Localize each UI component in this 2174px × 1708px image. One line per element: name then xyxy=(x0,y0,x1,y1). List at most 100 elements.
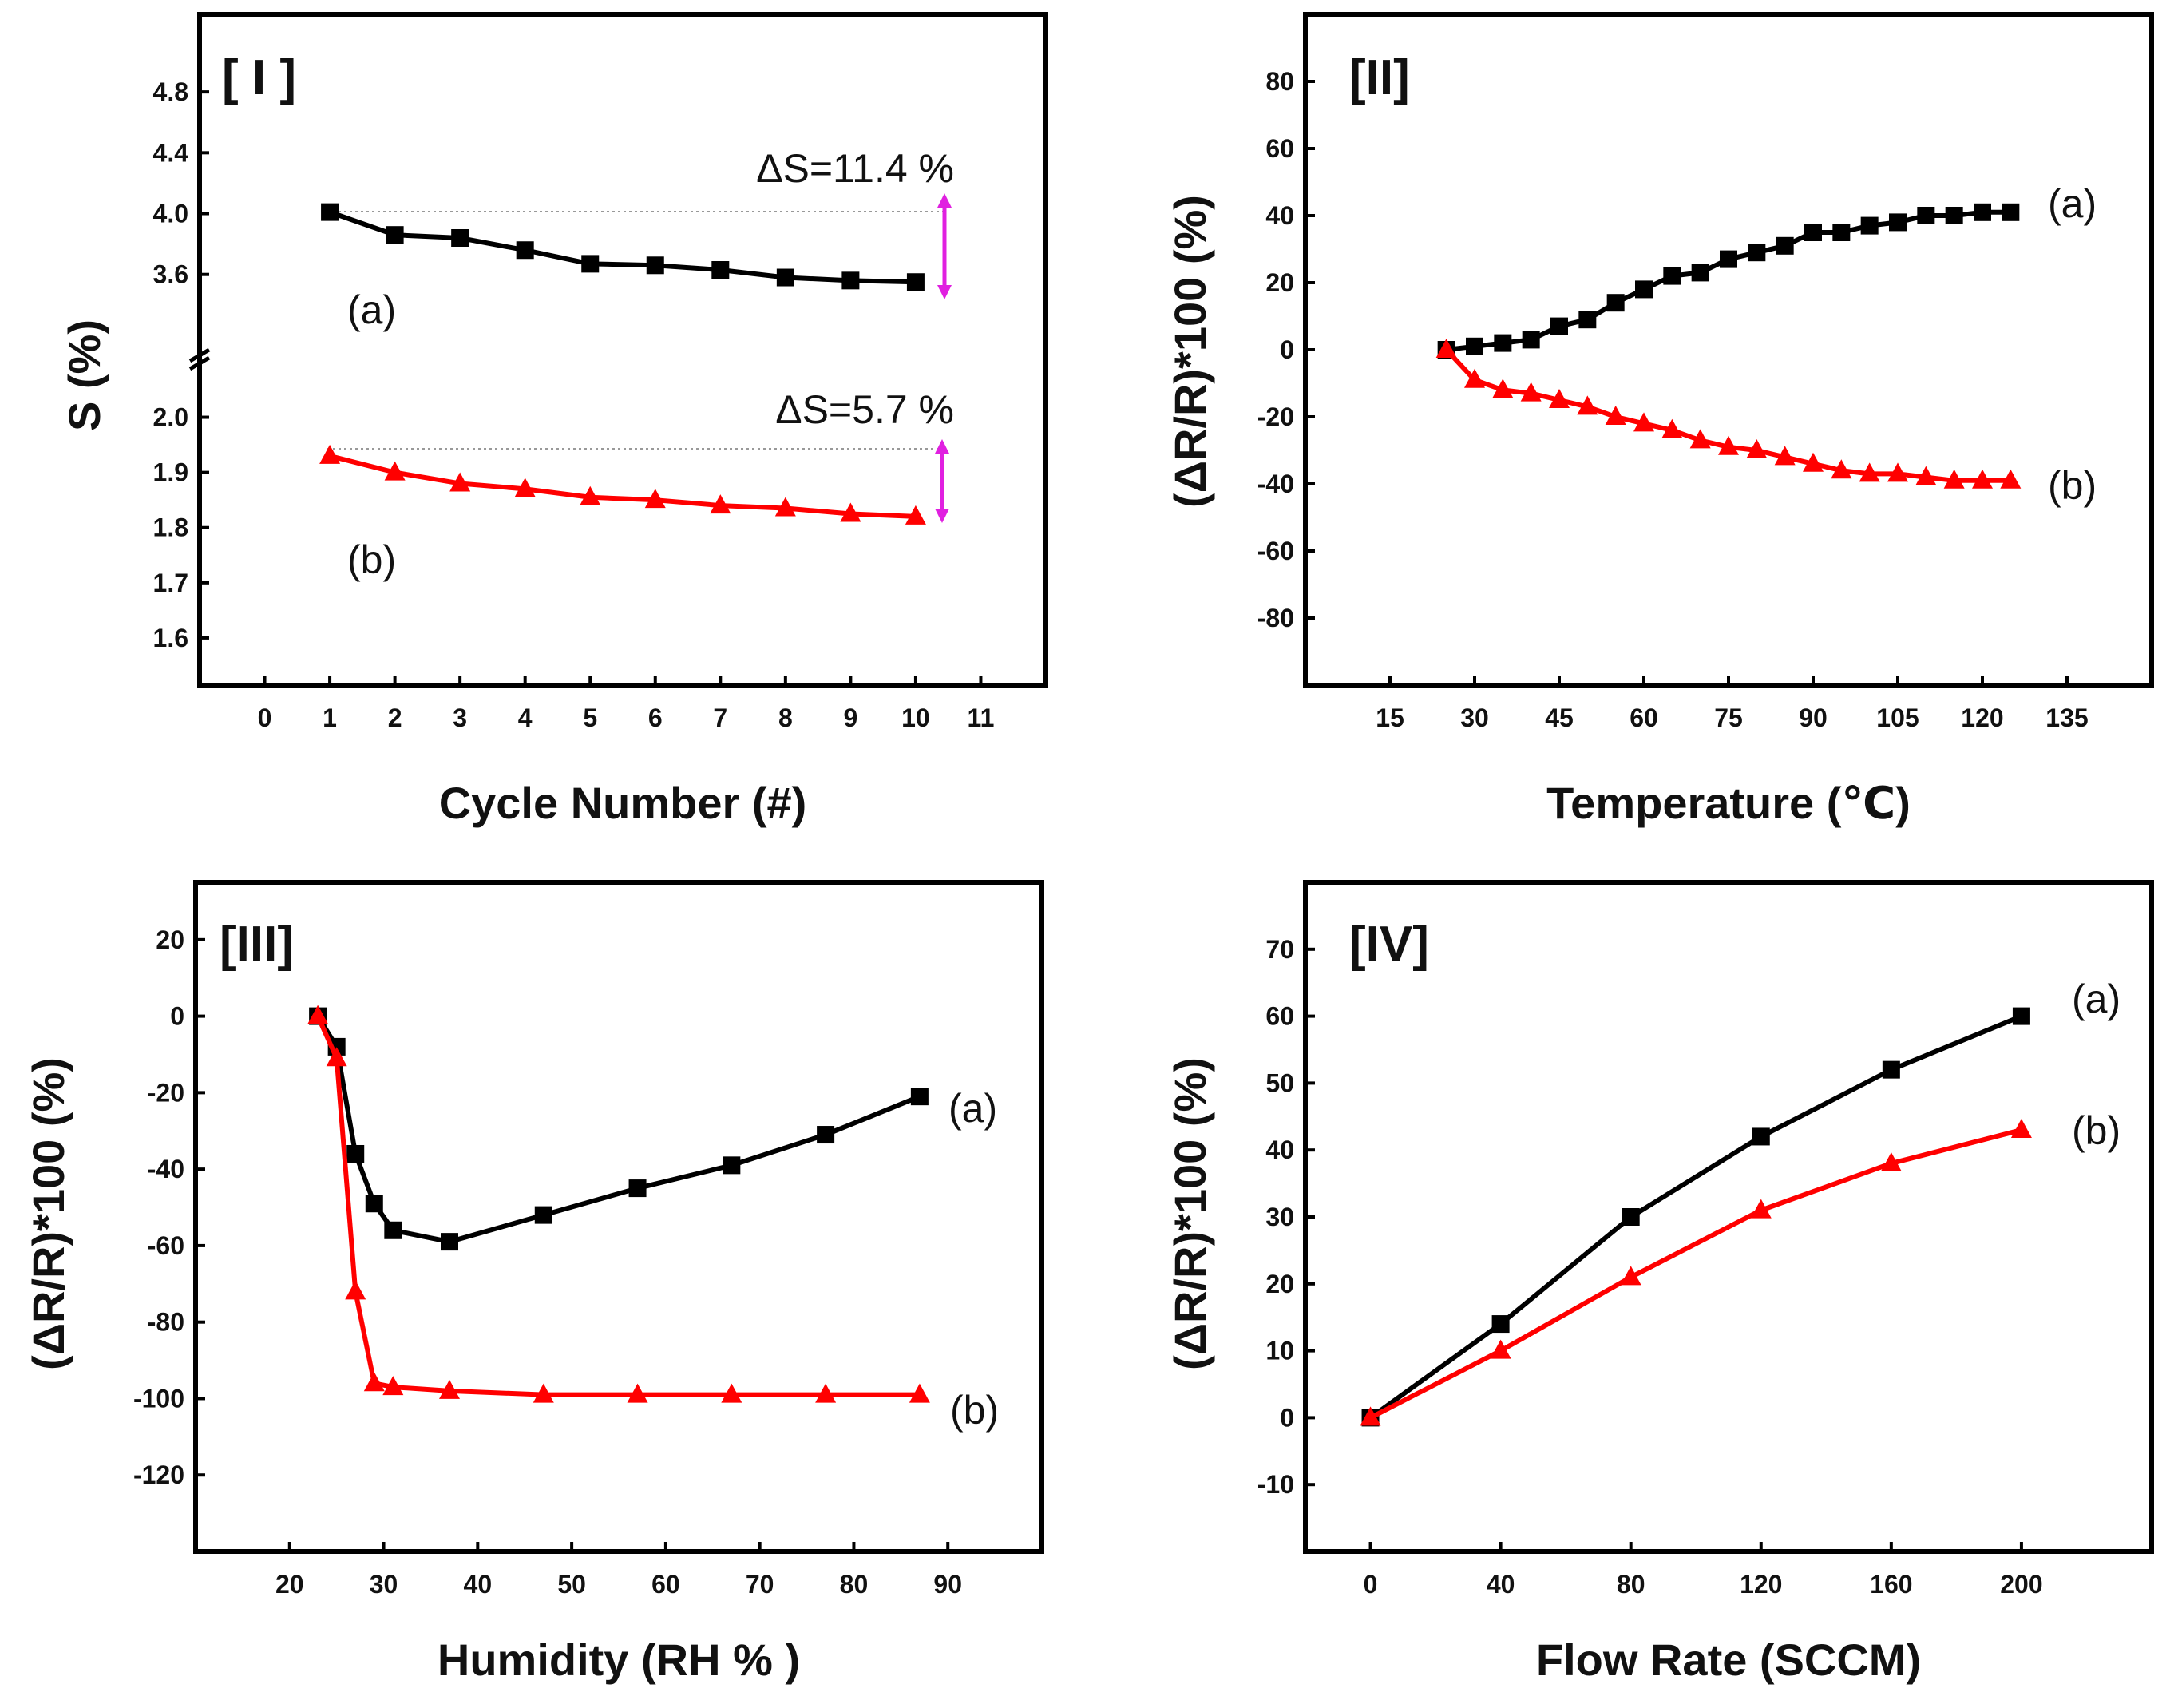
x-tick-label: 2 xyxy=(388,703,402,732)
data-point-triangle-6 xyxy=(1605,406,1626,425)
y-tick-label: -60 xyxy=(1257,537,1294,565)
x-tick-label: 0 xyxy=(258,703,272,732)
delta-arrow-a-top-head xyxy=(937,193,952,208)
data-point-square-2 xyxy=(451,229,469,247)
data-point-triangle-7 xyxy=(1633,412,1654,432)
series-label-b: (b) xyxy=(2048,463,2097,508)
data-point-square-12 xyxy=(1776,236,1794,255)
data-point-square-3 xyxy=(365,1195,383,1213)
y-tick-label: 60 xyxy=(1265,1002,1294,1031)
y-tick-label: -80 xyxy=(1257,604,1294,632)
data-point-triangle-0 xyxy=(319,444,341,464)
x-tick-label: 90 xyxy=(933,1570,962,1599)
series-label-b: (b) xyxy=(950,1388,999,1433)
x-axis-title: Humidity (RH % ) xyxy=(438,1635,800,1685)
y-tick-label: 40 xyxy=(1265,201,1294,230)
y-axis-title: (ΔR/R)*100 (%) xyxy=(1165,195,1215,508)
data-point-square-5 xyxy=(441,1233,458,1251)
data-point-square-7 xyxy=(776,268,794,287)
y-tick-label: 50 xyxy=(1265,1068,1294,1097)
series-label-a: (a) xyxy=(2048,181,2097,226)
data-point-square-2 xyxy=(1622,1208,1640,1226)
data-point-square-18 xyxy=(1945,207,1963,224)
data-point-triangle-2 xyxy=(1492,378,1514,398)
y-tick-label: 1.8 xyxy=(153,513,188,542)
y-tick-label: 1.7 xyxy=(153,569,188,597)
y-tick-label: -60 xyxy=(148,1231,184,1260)
data-point-square-16 xyxy=(1889,213,1907,232)
x-tick-label: 30 xyxy=(1460,703,1489,732)
series-line xyxy=(329,454,917,519)
x-tick-label: 120 xyxy=(1740,1570,1782,1599)
y-tick-label: -20 xyxy=(1257,402,1294,431)
series-line xyxy=(1368,1013,2023,1420)
data-point-triangle-17 xyxy=(1915,466,1937,485)
y-axis-title: (ΔR/R)*100 (%) xyxy=(1165,1057,1215,1370)
y-tick-label: -20 xyxy=(148,1078,184,1107)
plot-frame xyxy=(1303,12,2154,688)
y-tick-label: 0 xyxy=(170,1002,184,1031)
y-tick-label: 20 xyxy=(156,925,184,954)
series-b xyxy=(307,1005,930,1403)
data-point-triangle-9 xyxy=(905,505,926,525)
series-label-a: (a) xyxy=(2072,977,2121,1021)
series-b xyxy=(319,444,926,525)
data-point-triangle-4 xyxy=(580,485,601,505)
plot-frame xyxy=(1303,880,2154,1554)
x-tick-label: 11 xyxy=(968,703,995,732)
x-tick-label: 10 xyxy=(901,703,930,732)
plot-frame xyxy=(197,12,1048,688)
x-tick-label: 20 xyxy=(275,1570,304,1599)
x-tick-label: 45 xyxy=(1545,703,1574,732)
data-point-triangle-7 xyxy=(774,497,796,517)
y-tick-label: 4.4 xyxy=(153,138,189,167)
data-point-square-6 xyxy=(534,1206,552,1224)
data-point-triangle-15 xyxy=(1859,462,1880,482)
data-point-triangle-19 xyxy=(1972,469,1993,489)
x-tick-label: 3 xyxy=(453,703,467,732)
series-label-a: (a) xyxy=(347,287,396,332)
data-point-square-4 xyxy=(1550,317,1568,335)
y-axis-title: (ΔR/R)*100 (%) xyxy=(23,1057,73,1370)
data-point-square-7 xyxy=(1635,280,1653,299)
delta-arrow-b-bottom-head xyxy=(935,509,949,523)
data-point-triangle-2 xyxy=(1620,1266,1641,1286)
data-point-square-8 xyxy=(1663,267,1681,285)
data-point-square-2 xyxy=(1494,334,1512,352)
data-point-square-19 xyxy=(1974,203,1991,221)
x-tick-label: 9 xyxy=(843,703,857,732)
data-point-square-6 xyxy=(711,261,730,279)
y-axis-title: S (%) xyxy=(59,319,109,431)
y-tick-label: 10 xyxy=(1265,1337,1294,1365)
data-point-triangle-1 xyxy=(384,461,406,481)
data-point-triangle-14 xyxy=(1831,459,1852,479)
x-tick-label: 8 xyxy=(778,703,793,732)
data-point-triangle-11 xyxy=(1746,439,1768,458)
y-tick-label: -100 xyxy=(133,1384,184,1413)
series-line xyxy=(1446,209,2011,352)
data-point-triangle-1 xyxy=(1490,1339,1511,1359)
x-tick-label: 6 xyxy=(648,703,663,732)
y-tick-label: 70 xyxy=(1265,935,1294,964)
data-point-square-4 xyxy=(1882,1060,1900,1079)
data-point-square-20 xyxy=(2002,203,2020,221)
data-point-triangle-5 xyxy=(644,489,666,509)
data-point-triangle-7 xyxy=(627,1383,648,1403)
delta-s-annotation-a: ΔS=11.4 % xyxy=(756,146,954,191)
data-point-triangle-13 xyxy=(1803,452,1824,472)
data-point-triangle-16 xyxy=(1887,462,1908,482)
data-point-triangle-3 xyxy=(363,1372,385,1392)
series-label-b: (b) xyxy=(347,537,396,582)
delta-s-annotation-b: ΔS=5.7 % xyxy=(775,387,954,432)
data-point-square-4 xyxy=(581,255,600,273)
y-tick-label: -40 xyxy=(148,1155,184,1183)
data-point-triangle-0 xyxy=(1360,1406,1381,1426)
x-tick-label: 1 xyxy=(323,703,337,732)
data-point-triangle-10 xyxy=(909,1383,930,1403)
data-point-triangle-8 xyxy=(721,1383,742,1403)
x-tick-label: 30 xyxy=(370,1570,398,1599)
data-point-square-7 xyxy=(628,1179,647,1198)
series-a xyxy=(309,1007,929,1251)
x-tick-label: 0 xyxy=(1364,1570,1378,1599)
data-point-triangle-6 xyxy=(710,494,731,514)
